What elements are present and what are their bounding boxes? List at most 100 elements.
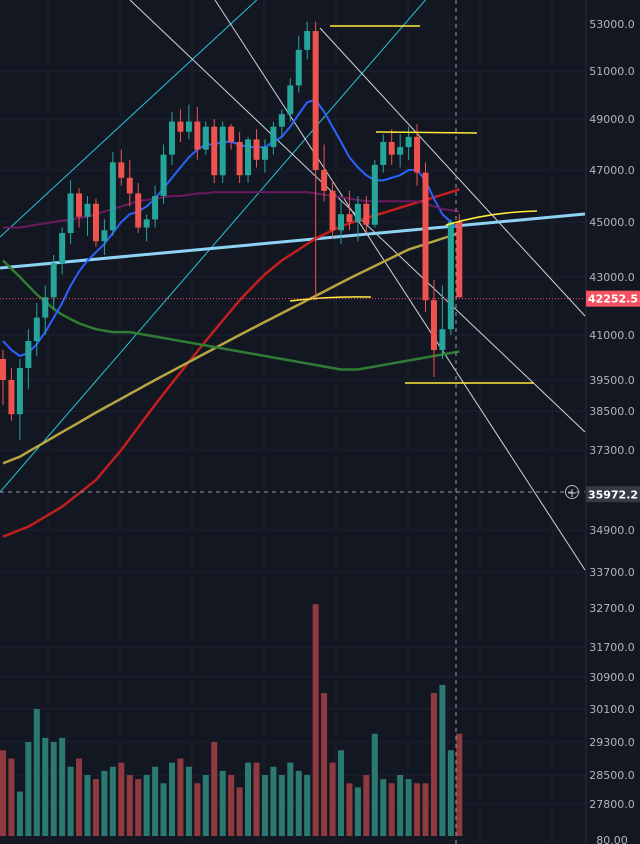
price-tick-label: 47000.0	[589, 164, 635, 177]
candlesticks	[0, 21, 463, 441]
price-tick-label: 30900.0	[589, 671, 635, 684]
volume-bar	[211, 742, 218, 836]
candle-body	[414, 136, 421, 173]
candle-body	[50, 263, 57, 298]
price-tick-label: 41000.0	[589, 329, 635, 342]
candle-body	[143, 219, 150, 228]
volume-bars	[0, 604, 463, 836]
candle-body	[84, 203, 91, 217]
candle-body	[456, 222, 463, 298]
volume-bar	[346, 783, 353, 836]
candle-body	[228, 126, 235, 142]
moving-average-line	[2, 231, 460, 465]
price-tick-label: 45000.0	[589, 216, 635, 229]
candle-body	[338, 214, 344, 231]
volume-bar	[194, 783, 201, 836]
price-axis[interactable]	[585, 0, 640, 844]
candle-body	[101, 230, 108, 242]
moving-average-line	[2, 188, 460, 538]
price-tick-labels: 53000.0 51000.0 49000.0 47000.0 45000.0 43000…	[589, 18, 635, 844]
crosshair-price-tag-bg	[586, 486, 640, 503]
candle-body	[329, 190, 336, 231]
candle-body	[295, 49, 302, 86]
candle-body	[447, 222, 454, 330]
candle-body	[354, 203, 361, 222]
candle-body	[380, 141, 387, 165]
candle-body	[185, 121, 192, 132]
candle-body	[118, 162, 125, 178]
channel-line-cyan[interactable]	[0, 0, 300, 238]
volume-bar	[169, 762, 175, 836]
candle-body	[270, 126, 277, 148]
candle-body	[92, 203, 99, 242]
volume-bar	[414, 783, 421, 836]
volume-bar	[253, 762, 260, 836]
volume-bar	[228, 775, 235, 836]
price-tick-label: 38500.0	[589, 405, 635, 418]
price-tick-label: 33700.0	[589, 566, 635, 579]
price-tick-label: 49000.0	[589, 113, 635, 126]
volume-bar	[405, 779, 412, 836]
channel-line-cyan[interactable]	[0, 0, 460, 493]
crosshair	[0, 0, 585, 844]
price-axis-background	[586, 0, 640, 844]
moving-averages	[2, 98, 460, 538]
volume-bar	[101, 770, 108, 836]
candle-body	[177, 121, 184, 132]
candle-body	[371, 164, 378, 225]
price-tick-label: 37300.0	[589, 444, 635, 457]
level-line-yellow[interactable]	[375, 131, 478, 134]
price-tick-label: 39500.0	[589, 374, 635, 387]
candle-body	[261, 147, 268, 160]
volume-bar	[270, 766, 277, 836]
volume-bar	[447, 750, 454, 836]
volume-bar	[430, 693, 437, 836]
volume-bar	[177, 758, 184, 836]
volume-bar	[59, 737, 66, 836]
candle-body	[245, 139, 252, 176]
candle-body	[0, 359, 6, 380]
volume-bar	[329, 762, 336, 836]
channel-line-white[interactable]	[319, 27, 586, 317]
crosshair-price-tag-text: 35972.2	[588, 488, 638, 501]
candle-body	[59, 233, 66, 264]
price-tick-label: 34900.0	[589, 524, 635, 537]
volume-bar	[202, 775, 209, 836]
candle-body	[8, 380, 15, 415]
candle-body	[194, 121, 201, 150]
volume-bar	[236, 787, 243, 836]
candle-body	[160, 154, 167, 196]
price-tick-label: 31700.0	[589, 641, 635, 654]
level-line-yellow[interactable]	[445, 210, 538, 226]
volume-bar	[16, 791, 23, 836]
volume-bar	[219, 770, 226, 836]
level-line-yellow[interactable]	[289, 296, 372, 302]
candle-body	[405, 136, 412, 148]
price-tick-label: 51000.0	[589, 65, 635, 78]
volume-bar	[287, 762, 294, 836]
candle-body	[439, 329, 446, 350]
crosshair-price-tag: 35972.2	[586, 486, 640, 503]
price-tick-label: 53000.0	[589, 18, 635, 31]
candle-body	[397, 147, 404, 155]
volume-bar	[143, 775, 150, 836]
volume-bar	[33, 709, 40, 836]
trendline-lightblue[interactable]	[0, 212, 586, 270]
channel-line-white[interactable]	[214, 0, 586, 571]
candle-body	[16, 368, 23, 415]
candle-body	[346, 214, 353, 222]
volume-bar	[8, 758, 15, 836]
candle-body	[202, 126, 209, 150]
add-order-plus-icon[interactable]: +	[565, 485, 579, 500]
volume-bar	[135, 779, 142, 836]
candle-body	[169, 121, 175, 155]
price-tick-label: 28500.0	[589, 769, 635, 782]
volume-bar	[126, 775, 133, 836]
price-tick-label: 27800.0	[589, 798, 635, 811]
candle-body	[135, 193, 142, 228]
volume-bar	[456, 733, 463, 836]
candle-body	[126, 177, 133, 194]
last-price-tag-bg	[586, 290, 640, 307]
volume-bar	[261, 775, 268, 836]
